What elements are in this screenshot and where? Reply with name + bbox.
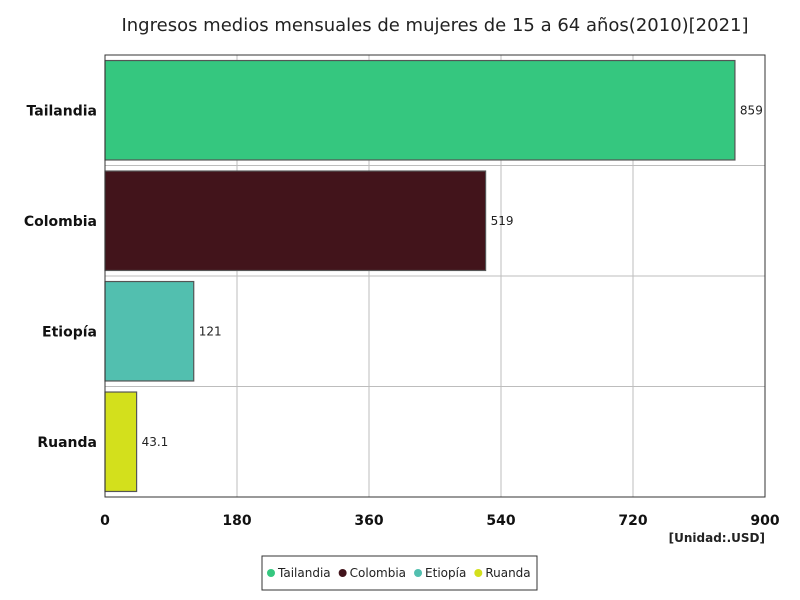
- data-label: 859: [740, 103, 763, 117]
- legend-label: Ruanda: [485, 566, 530, 580]
- x-tick-label: 180: [222, 513, 251, 529]
- unit-label: [Unidad:.USD]: [669, 531, 765, 545]
- legend-label: Colombia: [350, 566, 406, 580]
- bar: [104, 170, 487, 272]
- legend-swatch: [338, 569, 347, 577]
- legend-label: Tailandia: [277, 566, 331, 580]
- bar: [104, 280, 195, 382]
- data-label: 43.1: [142, 435, 169, 449]
- x-tick-label: 0: [100, 513, 110, 529]
- x-tick-label: 720: [618, 513, 647, 529]
- x-axis-ticks: 0 180 360 540 720 900: [100, 513, 780, 529]
- legend-swatch: [474, 569, 483, 577]
- category-label: Tailandia: [27, 103, 97, 119]
- legend-label: Etiopía: [425, 566, 466, 580]
- bar: [104, 59, 736, 161]
- category-label: Colombia: [24, 214, 97, 230]
- category-label: Ruanda: [37, 435, 97, 451]
- bars: [104, 59, 736, 493]
- data-label: 519: [491, 214, 514, 228]
- data-labels: 859 519 121 43.1: [142, 103, 763, 449]
- category-labels: Tailandia Colombia Etiopía Ruanda: [24, 103, 97, 451]
- category-label: Etiopía: [42, 324, 97, 340]
- data-label: 121: [199, 324, 222, 338]
- x-tick-label: 900: [750, 513, 779, 529]
- chart-title: Ingresos medios mensuales de mujeres de …: [121, 15, 748, 36]
- bar: [104, 391, 138, 493]
- legend: Tailandia Colombia Etiopía Ruanda: [261, 555, 538, 591]
- x-tick-label: 360: [354, 513, 383, 529]
- x-tick-label: 540: [486, 513, 515, 529]
- plot-frame: [104, 54, 766, 498]
- legend-swatch: [267, 569, 275, 577]
- legend-box: [261, 555, 538, 591]
- legend-swatch: [414, 569, 423, 577]
